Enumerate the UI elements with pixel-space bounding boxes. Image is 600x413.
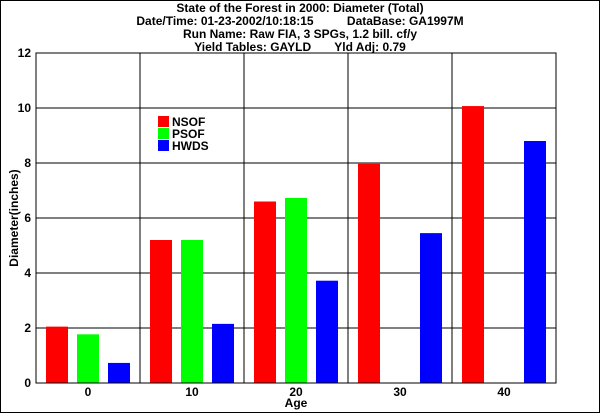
bar-nsof	[254, 201, 276, 383]
bar-hwds	[108, 362, 130, 383]
x-tick-label: 0	[85, 385, 92, 399]
y-tick-label: 0	[24, 376, 31, 390]
bar-hwds	[524, 141, 546, 383]
y-tick-label: 10	[18, 101, 32, 115]
bars	[46, 106, 546, 383]
legend-label-psof: PSOF	[172, 127, 205, 141]
bar-nsof	[46, 326, 68, 383]
y-tick-label: 8	[24, 156, 31, 170]
y-tick-label: 12	[18, 46, 32, 60]
bar-nsof	[150, 240, 172, 383]
chart-title: State of the Forest in 2000: Diameter (T…	[176, 1, 424, 15]
bar-nsof	[358, 163, 380, 383]
x-tick-label: 10	[185, 385, 199, 399]
y-tick-label: 4	[24, 266, 31, 280]
bar-hwds	[420, 233, 442, 383]
x-tick-label: 40	[497, 385, 511, 399]
bar-hwds	[212, 323, 234, 383]
header-datetime-database: Date/Time: 01-23-2002/10:18:15 DataBase:…	[136, 14, 464, 28]
bar-psof	[285, 197, 307, 383]
bar-psof	[77, 334, 99, 383]
y-tick-label: 2	[24, 321, 31, 335]
x-axis-label: Age	[285, 396, 308, 410]
legend-label-hwds: HWDS	[172, 139, 209, 153]
plot-area	[35, 52, 557, 384]
x-tick-label: 30	[393, 385, 407, 399]
legend-swatch-hwds	[158, 140, 169, 151]
bar-psof	[181, 240, 203, 383]
x-tick-label: 20	[289, 385, 303, 399]
header-run-name: Run Name: Raw FIA, 3 SPGs, 1.2 bill. cf/…	[182, 27, 418, 41]
y-tick-label: 6	[24, 211, 31, 225]
legend-swatch-nsof	[158, 116, 169, 127]
x-axis-ticks: 0 10 20 30 40	[85, 385, 511, 399]
header-yield-tables: Yield Tables: GAYLD Yld Adj: 0.79	[194, 40, 406, 54]
y-axis-label: Diameter(inches)	[7, 169, 21, 266]
y-axis-ticks: 0 2 4 6 8 10 12	[18, 46, 32, 390]
bar-hwds	[316, 280, 338, 383]
bar-nsof	[462, 106, 484, 383]
legend-swatch-psof	[158, 128, 169, 139]
legend-label-nsof: NSOF	[172, 115, 205, 129]
